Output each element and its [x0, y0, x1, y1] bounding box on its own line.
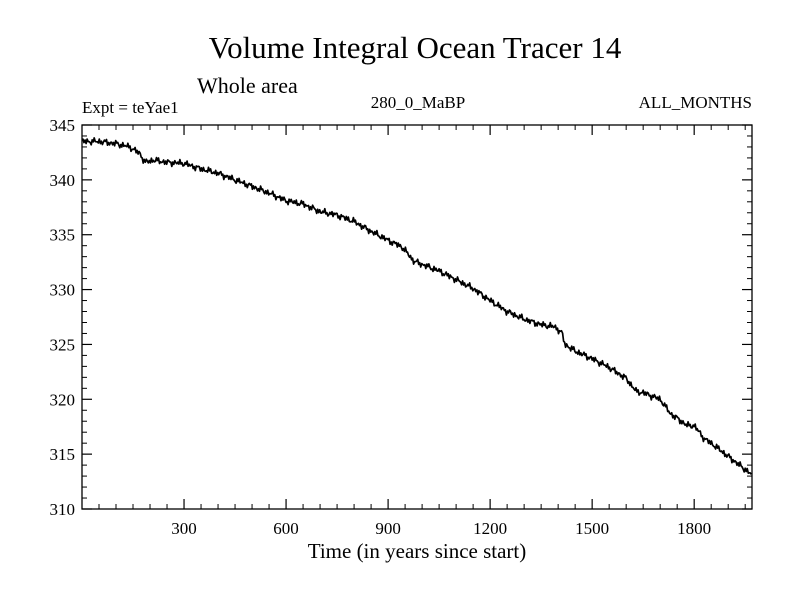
x-axis-label: Time (in years since start) — [308, 539, 527, 563]
x-tick-label: 1200 — [473, 519, 507, 538]
experiment-label: Expt = teYae1 — [82, 98, 179, 117]
chart-title: Volume Integral Ocean Tracer 14 — [209, 30, 622, 65]
x-tick-label: 600 — [273, 519, 299, 538]
x-tick-label: 900 — [375, 519, 401, 538]
plot-frame — [81, 124, 753, 510]
y-tick-label: 345 — [50, 116, 76, 135]
series-line — [81, 137, 752, 475]
x-tick-label: 300 — [171, 519, 197, 538]
months-label: ALL_MONTHS — [639, 93, 752, 112]
y-tick-label: 325 — [50, 335, 76, 354]
y-tick-label: 340 — [50, 171, 76, 190]
y-tick-label: 330 — [50, 281, 76, 300]
period-label: 280_0_MaBP — [371, 93, 465, 112]
y-tick-label: 310 — [50, 500, 76, 519]
y-tick-label: 335 — [50, 226, 76, 245]
y-tick-label: 315 — [50, 445, 76, 464]
y-tick-label: 320 — [50, 390, 76, 409]
chart-subtitle: Whole area — [197, 73, 298, 98]
minor-ticks — [82, 125, 752, 509]
x-axis: 300 600 900 1200 1500 1800 — [171, 125, 711, 538]
x-tick-label: 1800 — [677, 519, 711, 538]
x-tick-label: 1500 — [575, 519, 609, 538]
y-axis: 310 315 320 325 330 335 340 345 — [50, 116, 752, 519]
